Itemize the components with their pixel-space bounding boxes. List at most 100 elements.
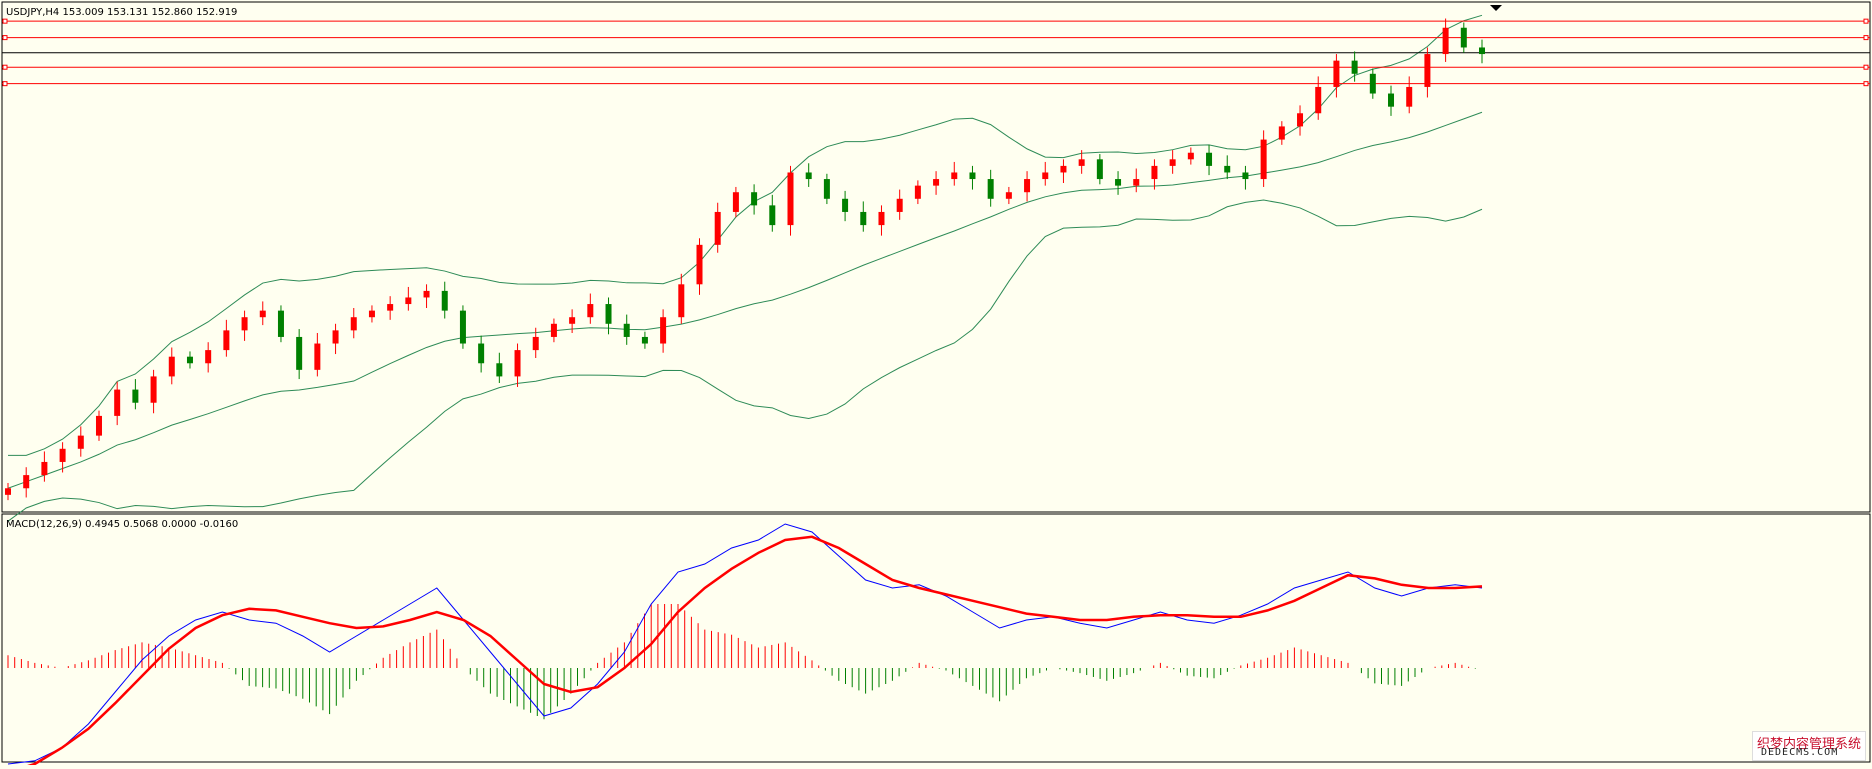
candle-body xyxy=(23,475,30,489)
bollinger-middle-line xyxy=(7,111,1483,489)
candle-body xyxy=(1024,179,1031,193)
candle-body xyxy=(478,343,485,364)
candle-body xyxy=(1042,172,1049,180)
candle-body xyxy=(605,304,612,324)
candle-body xyxy=(787,172,794,226)
candle-body xyxy=(1133,179,1140,186)
candle-body xyxy=(186,356,193,364)
horizontal-lines xyxy=(2,18,1870,87)
candle-body xyxy=(77,435,84,449)
candle-body xyxy=(1315,86,1322,114)
line-handle-left-icon xyxy=(2,18,8,24)
candle-body xyxy=(951,172,958,180)
candle-body xyxy=(350,317,357,331)
candle-body xyxy=(441,290,448,311)
candle-body xyxy=(660,317,667,344)
candle-body xyxy=(1333,60,1340,87)
candle-body xyxy=(732,192,739,212)
candle-body xyxy=(1260,139,1267,180)
candle-body xyxy=(241,317,248,331)
bollinger-upper-line xyxy=(8,14,1483,456)
candle-body xyxy=(423,290,430,298)
candle-body xyxy=(860,211,867,226)
main-pane-border xyxy=(1,1,1871,513)
candle-body xyxy=(368,310,375,318)
candle-body xyxy=(623,323,630,337)
candle-body xyxy=(387,304,394,311)
macd-lines xyxy=(7,523,1483,769)
candle-body xyxy=(550,323,557,337)
candle-body xyxy=(823,179,830,199)
candle-body xyxy=(168,356,175,377)
candle-body xyxy=(896,198,903,212)
candle-body xyxy=(132,389,139,403)
candle-body xyxy=(1424,54,1431,87)
candle-body xyxy=(41,461,48,476)
candle-body xyxy=(1005,192,1012,199)
bollinger-lower-line xyxy=(7,199,1483,522)
line-handle-left-icon xyxy=(2,35,8,41)
candle-body xyxy=(1078,159,1085,166)
candle-body xyxy=(114,389,121,416)
candle-body xyxy=(1242,172,1249,180)
candle-body xyxy=(296,336,303,370)
candle-body xyxy=(1369,73,1376,94)
candle-body xyxy=(1442,27,1449,55)
candle-body xyxy=(1187,152,1194,160)
candle-body xyxy=(1206,152,1213,166)
line-handle-left-icon xyxy=(2,81,8,87)
candlesticks xyxy=(5,18,1485,501)
candle-body xyxy=(714,211,721,245)
candle-body xyxy=(587,304,594,318)
candle-body xyxy=(1169,159,1176,166)
candle-body xyxy=(1479,47,1485,55)
line-handle-right-icon xyxy=(1863,35,1869,41)
candle-body xyxy=(751,192,758,206)
candle-body xyxy=(987,179,994,199)
watermark: 织梦内容管理系统 DEDECMS.COM xyxy=(1752,731,1866,761)
candle-body xyxy=(769,205,776,226)
candle-body xyxy=(277,310,284,337)
candle-body xyxy=(223,330,230,351)
candle-body xyxy=(1096,159,1103,180)
candle-body xyxy=(95,415,102,436)
symbol-header: USDJPY,H4 153.009 153.131 152.860 152.91… xyxy=(6,7,237,18)
line-handle-right-icon xyxy=(1863,18,1869,24)
candle-body xyxy=(1151,165,1158,180)
candle-body xyxy=(5,488,11,495)
line-handle-right-icon xyxy=(1863,64,1869,70)
candle-body xyxy=(1297,113,1304,127)
signal-line xyxy=(13,535,1483,769)
candle-body xyxy=(1224,165,1231,173)
candle-body xyxy=(1060,165,1067,173)
candle-body xyxy=(405,297,412,305)
candle-body xyxy=(805,172,812,180)
macd-pane-border xyxy=(1,513,1871,763)
candle-body xyxy=(1278,126,1285,140)
macd-header: MACD(12,26,9) 0.4945 0.5068 0.0000 -0.01… xyxy=(6,519,238,530)
candle-body xyxy=(696,244,703,285)
watermark-en: DEDECMS.COM xyxy=(1761,747,1839,758)
candle-body xyxy=(678,284,685,318)
line-handle-right-icon xyxy=(1863,81,1869,87)
candle-body xyxy=(259,310,266,318)
watermark-cn: 织梦内容管理系统 xyxy=(1757,737,1862,752)
candle-body xyxy=(933,179,940,186)
candle-body xyxy=(1406,86,1413,107)
candle-body xyxy=(532,336,539,351)
candle-body xyxy=(842,198,849,212)
candle-body xyxy=(914,185,921,199)
line-handle-left-icon xyxy=(2,64,8,70)
candle-body xyxy=(150,376,157,403)
candle-body xyxy=(205,350,212,364)
candle-body xyxy=(496,363,503,377)
candle-body xyxy=(1388,93,1395,107)
shift-marker-icon[interactable] xyxy=(1490,5,1502,11)
candle-body xyxy=(1460,27,1467,48)
candle-body xyxy=(569,317,576,324)
candle-body xyxy=(878,211,885,226)
candle-body xyxy=(314,343,321,370)
candle-body xyxy=(514,350,521,377)
